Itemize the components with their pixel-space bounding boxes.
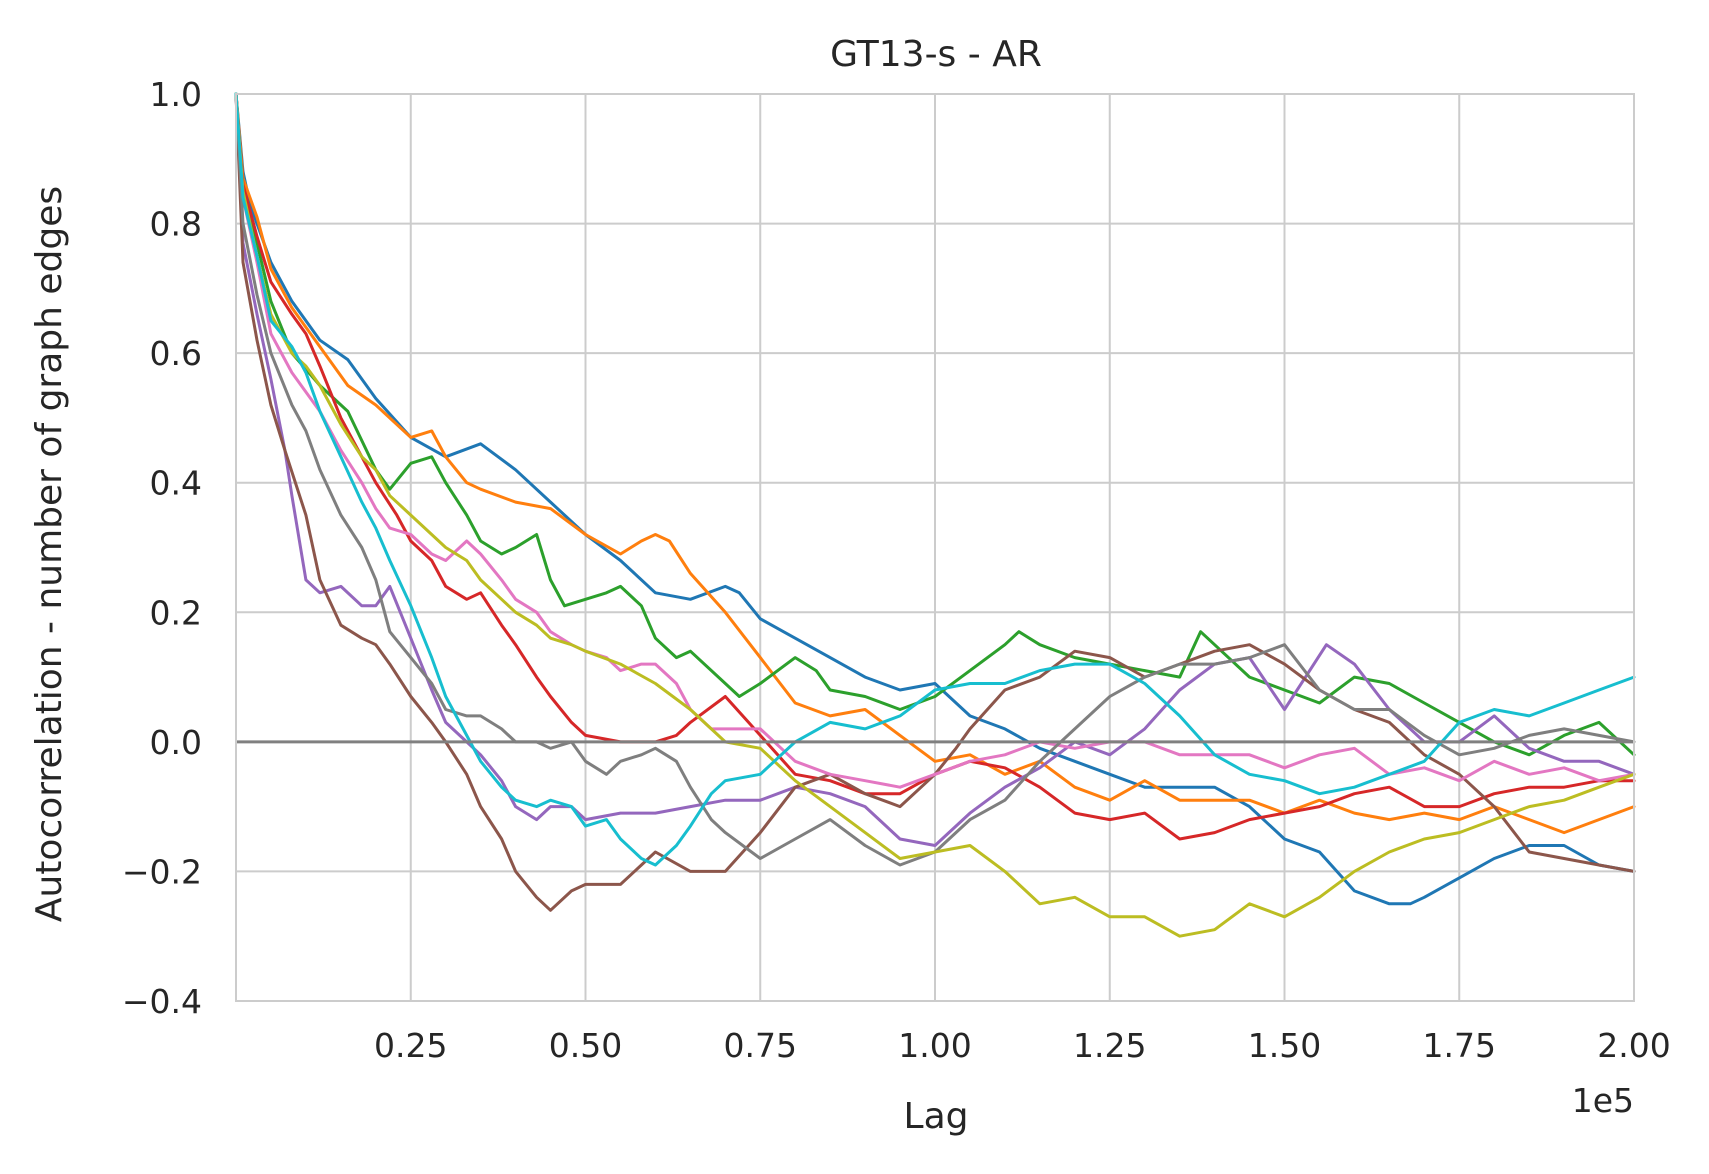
x-tick-label: 0.25 <box>374 1026 447 1065</box>
y-tick-label: 0.2 <box>150 593 202 632</box>
x-tick-label: 1.75 <box>1423 1026 1496 1065</box>
y-axis-label: Autocorrelation - number of graph edges <box>29 186 70 922</box>
series-line-2 <box>234 92 1636 835</box>
series-line-5 <box>234 92 1636 847</box>
series-line-8 <box>234 92 1636 867</box>
x-tick-label: 0.75 <box>724 1026 797 1065</box>
y-tick-label: 0.6 <box>150 334 202 373</box>
x-tick-label: 1.25 <box>1073 1026 1146 1065</box>
x-tick-label: 1.00 <box>898 1026 971 1065</box>
series-line-10 <box>234 92 1636 867</box>
x-axis-offset-label: 1e5 <box>1572 1081 1634 1120</box>
series-lines <box>234 92 1636 938</box>
series-line-9 <box>234 92 1636 938</box>
x-tick-labels: 0.25 0.50 0.75 1.00 1.25 1.50 1.75 2.00 <box>374 1026 1671 1065</box>
y-tick-label: 0.0 <box>150 723 202 762</box>
series-line-4 <box>234 92 1636 841</box>
y-tick-label: 1.0 <box>150 75 202 114</box>
x-tick-label: 2.00 <box>1597 1026 1670 1065</box>
y-tick-label: 0.4 <box>150 464 202 503</box>
y-tick-label: 0.8 <box>150 205 202 244</box>
y-tick-label: −0.2 <box>122 852 202 891</box>
y-tick-labels: −0.4 −0.2 0.0 0.2 0.4 0.6 0.8 1.0 <box>122 75 202 1021</box>
series-line-1 <box>234 92 1636 906</box>
x-tick-label: 1.50 <box>1248 1026 1321 1065</box>
series-line-3 <box>234 92 1636 757</box>
axes-frame <box>235 93 1635 1002</box>
x-axis-label: Lag <box>904 1096 969 1137</box>
chart-title: GT13-s - AR <box>830 34 1042 75</box>
x-tick-label: 0.50 <box>549 1026 622 1065</box>
y-tick-label: −0.4 <box>122 982 202 1021</box>
